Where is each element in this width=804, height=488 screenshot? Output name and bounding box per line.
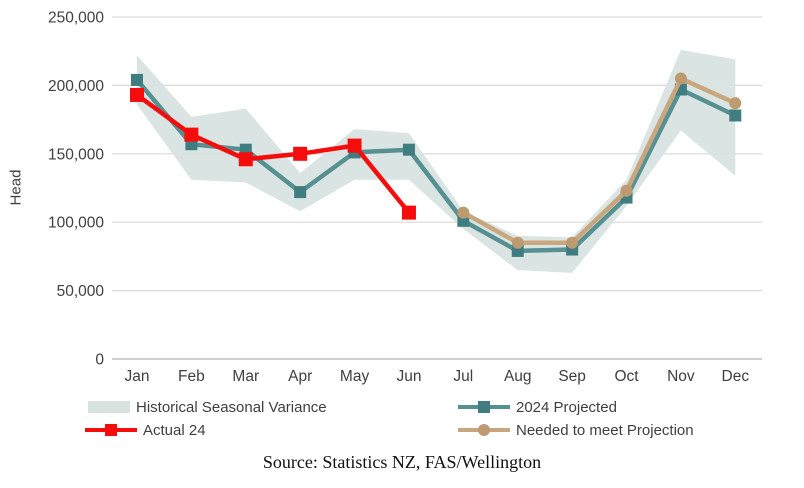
svg-text:250,000: 250,000 (48, 10, 104, 27)
red-line-square-icon (85, 422, 137, 438)
chart-plot-area: 0 50,000 100,000 150,000 200,000 250,000 Jan Fe… (48, 10, 762, 385)
svg-text:0: 0 (95, 352, 104, 369)
source-caption: Source: Statistics NZ, FAS/Wellington (262, 452, 542, 472)
legend-label: Needed to meet Projection (516, 421, 694, 439)
legend-item-needed-to-meet-projection: Needed to meet Projection (458, 421, 694, 439)
svg-text:Jan: Jan (125, 368, 150, 385)
svg-text:Dec: Dec (722, 368, 750, 385)
svg-text:Mar: Mar (232, 368, 259, 385)
line-chart: 0 50,000 100,000 150,000 200,000 250,000 Jan Fe… (7, 10, 762, 385)
svg-text:50,000: 50,000 (57, 283, 105, 300)
legend-label: Actual 24 (143, 421, 206, 439)
svg-text:Feb: Feb (178, 368, 205, 385)
svg-text:100,000: 100,000 (48, 215, 104, 232)
svg-text:Aug: Aug (504, 368, 532, 385)
legend-label: 2024 Projected (516, 398, 617, 416)
svg-text:200,000: 200,000 (48, 78, 104, 95)
legend-item-2024-projected: 2024 Projected (458, 398, 617, 416)
svg-text:Jun: Jun (396, 368, 421, 385)
y-axis-title: Head (7, 169, 25, 206)
tan-line-circle-icon (458, 422, 510, 438)
legend-label: Historical Seasonal Variance (136, 398, 327, 416)
svg-text:Apr: Apr (288, 368, 312, 385)
svg-text:Jul: Jul (453, 368, 473, 385)
legend-item-actual-24: Actual 24 (85, 421, 206, 439)
teal-line-square-icon (458, 399, 510, 415)
legend-item-historical-seasonal-variance: Historical Seasonal Variance (88, 398, 327, 416)
svg-text:Oct: Oct (614, 368, 639, 385)
svg-text:150,000: 150,000 (48, 146, 104, 163)
svg-text:Sep: Sep (558, 368, 586, 385)
svg-text:May: May (340, 368, 370, 385)
band-swatch-icon (88, 401, 130, 413)
svg-text:Nov: Nov (667, 368, 695, 385)
